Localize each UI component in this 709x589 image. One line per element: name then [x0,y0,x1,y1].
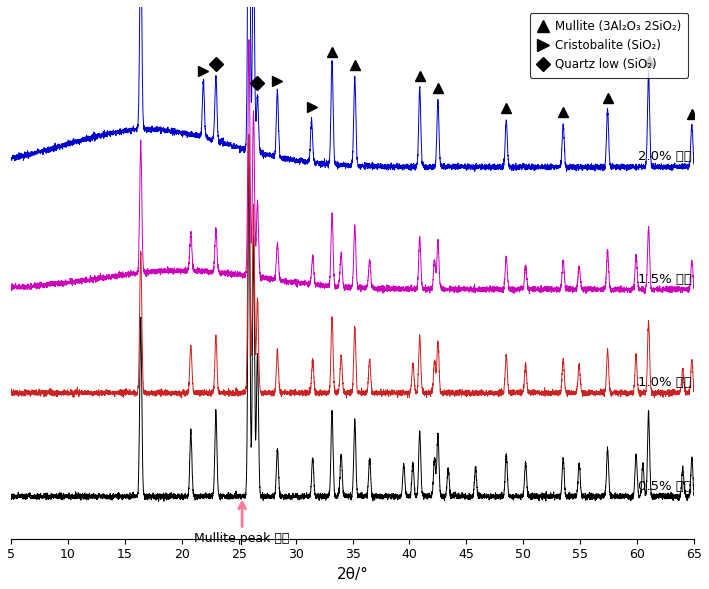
Text: 2.0% 첨가: 2.0% 첨가 [638,150,692,163]
Text: 0.5% 첨가: 0.5% 첨가 [638,479,692,492]
Legend: Mullite (3Al₂O₃ 2SiO₂), Cristobalite (SiO₂), Quartz low (SiO₂): Mullite (3Al₂O₃ 2SiO₂), Cristobalite (Si… [530,13,688,78]
Text: 1.0% 첨가: 1.0% 첨가 [638,376,692,389]
Text: Mullite peak 감소: Mullite peak 감소 [194,532,290,545]
Text: 1.5% 첨가: 1.5% 첨가 [638,273,692,286]
X-axis label: 2θ/°: 2θ/° [337,567,369,582]
